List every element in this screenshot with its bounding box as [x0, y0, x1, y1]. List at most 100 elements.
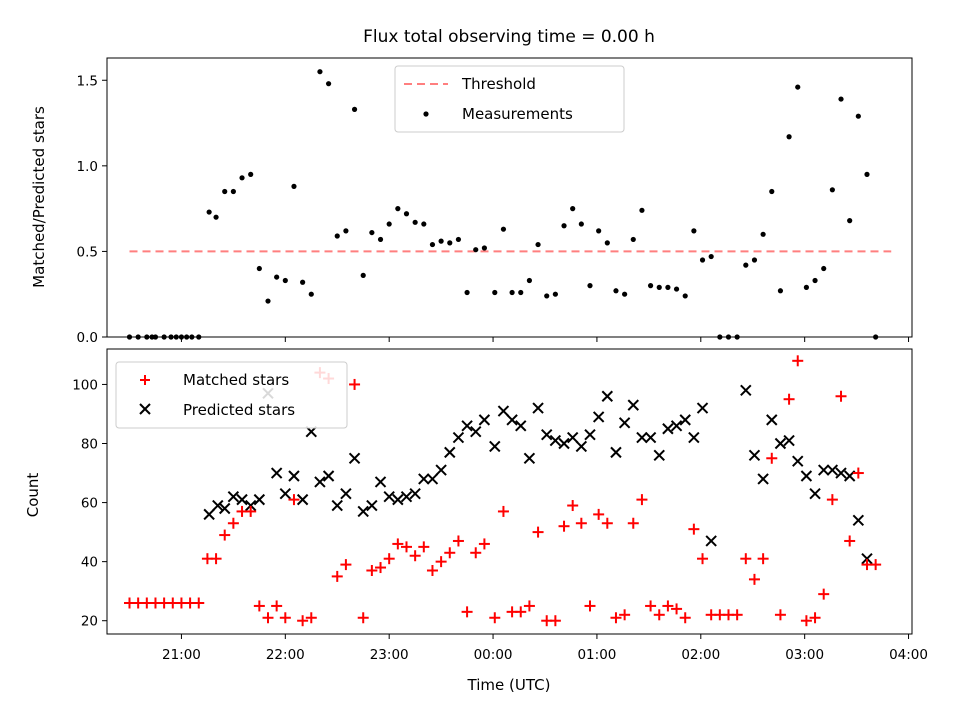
predicted-star-point: [426, 473, 439, 485]
x-tick-label: 22:00: [266, 647, 305, 663]
matched-star-point: [461, 606, 473, 618]
predicted-star-point: [792, 455, 804, 467]
matched-star-point: [193, 597, 205, 609]
bottom-legend-box: [115, 361, 348, 429]
bottom-x-ticks: 21:00 22:00 23:00 00:00 01:00 02:00 03:00 04:00: [162, 634, 928, 663]
predicted-star-point: [584, 428, 596, 441]
matched-star-point: [619, 609, 631, 621]
measurement-point: [206, 209, 212, 215]
predicted-star-point: [618, 417, 631, 429]
predicted-star-point: [288, 470, 300, 482]
measurement-point: [395, 206, 401, 212]
predicted-star-point: [861, 552, 873, 565]
predicted-star-point: [688, 431, 700, 444]
measurement-point: [343, 228, 349, 234]
measurement-point: [596, 228, 602, 234]
measurement-point: [421, 221, 427, 227]
matched-star-point: [470, 547, 482, 559]
predicted-star-point: [696, 402, 709, 414]
top-legend-box: [394, 65, 625, 133]
predicted-star-point: [800, 470, 813, 482]
top-y-tick-label: 1.0: [77, 159, 98, 175]
x-tick-label: 00:00: [474, 647, 513, 663]
predicted-star-point: [497, 405, 510, 417]
measurement-point: [308, 291, 314, 297]
measurement-point: [403, 211, 410, 217]
predicted-star-point: [461, 420, 473, 432]
matched-star-point: [305, 612, 317, 624]
measurement-point: [222, 188, 228, 195]
matched-star-point: [331, 570, 343, 582]
predicted-star-point: [575, 440, 588, 453]
top-y-tick-label: 0.5: [77, 244, 98, 260]
predicted-star-point: [219, 502, 231, 515]
predicted-star-point: [636, 431, 648, 444]
predicted-star-point: [212, 499, 224, 512]
matched-star-point: [800, 615, 812, 627]
top-legend: Threshold Measurements: [394, 65, 625, 133]
measurement-point: [360, 272, 366, 278]
matched-star-point: [349, 378, 361, 390]
matched-star-point: [253, 600, 265, 612]
measurement-point: [570, 206, 576, 212]
bottom-axes-frame: [106, 348, 913, 635]
matched-star-point: [870, 559, 882, 571]
predicted-star-point: [452, 431, 465, 444]
predicted-star-point: [541, 428, 553, 441]
matched-star-point: [271, 600, 283, 612]
matched-star-point: [558, 520, 570, 532]
predicted-star-point: [644, 431, 657, 444]
measurement-point: [509, 289, 515, 296]
matched-star-point: [515, 606, 527, 618]
matched-star-point: [575, 517, 587, 529]
predicted-star-point: [653, 449, 665, 462]
predicted-star-point: [227, 490, 240, 503]
predicted-star-point: [670, 420, 683, 432]
flux-ratio-panel: Flux total observing time = 0.00 h Match…: [30, 27, 913, 346]
predicted-star-point: [826, 464, 839, 476]
predicted-star-point: [662, 423, 674, 435]
predicted-star-point: [253, 493, 266, 506]
top-axes-frame: [106, 57, 913, 338]
matched-star-point: [610, 612, 622, 624]
x-tick-label: 04:00: [889, 647, 928, 663]
predicted-star-point: [852, 514, 865, 527]
bottom-y-tick-label: 100: [72, 377, 98, 393]
predicted-legend-swatch: [139, 403, 151, 415]
measurement-point: [351, 106, 358, 112]
predicted-star-point: [331, 499, 343, 512]
measurement-point: [656, 284, 662, 290]
measurement-point: [639, 207, 645, 213]
x-tick-label: 21:00: [162, 647, 201, 663]
predicted-star-point: [558, 437, 570, 450]
predicted-star-point: [444, 446, 456, 459]
predicted-legend-label: Predicted stars: [183, 401, 295, 419]
measurement-point: [847, 218, 853, 224]
measurement-point: [578, 221, 584, 227]
matched-star-point: [679, 612, 691, 624]
measurement-point: [864, 171, 870, 177]
measurement-point: [377, 236, 384, 243]
matched-star-point: [688, 523, 700, 535]
matched-star-point: [549, 615, 561, 627]
measurement-point: [544, 293, 550, 299]
matched-legend-swatch: [140, 375, 150, 385]
matched-star-point: [245, 505, 257, 517]
predicted-star-point: [203, 508, 215, 521]
measurement-point: [821, 265, 827, 272]
measurement-point: [412, 219, 418, 225]
matched-star-point: [852, 467, 864, 479]
threshold-legend-label: Threshold: [461, 75, 536, 93]
matched-star-point: [357, 612, 369, 624]
x-axis-label: Time (UTC): [467, 676, 551, 694]
matched-star-point: [826, 494, 838, 506]
matched-star-point: [671, 603, 683, 615]
x-tick-label: 02:00: [681, 647, 720, 663]
measurement-point: [492, 289, 498, 296]
matched-star-point: [818, 588, 830, 600]
predicted-star-point: [435, 464, 447, 476]
matched-star-point: [288, 494, 300, 506]
measurement-point: [777, 288, 784, 294]
matched-star-point: [783, 393, 795, 405]
matched-star-point: [489, 612, 501, 624]
